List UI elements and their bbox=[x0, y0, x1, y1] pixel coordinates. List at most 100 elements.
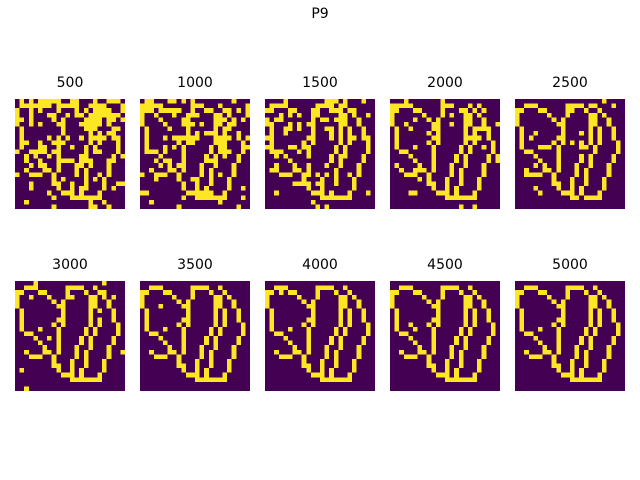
heatmap-cell bbox=[37, 149, 43, 154]
heatmap-cell bbox=[204, 131, 209, 136]
heatmap-cell bbox=[149, 349, 154, 355]
heatmap-cell bbox=[47, 99, 52, 104]
heatmap-cell bbox=[445, 372, 450, 378]
heatmap-cell bbox=[181, 186, 186, 191]
heatmap-cell bbox=[301, 144, 307, 150]
heatmap-cell bbox=[222, 195, 228, 200]
heatmap-cell bbox=[431, 303, 436, 309]
heatmap-cell bbox=[115, 326, 121, 332]
heatmap-cell bbox=[565, 285, 570, 291]
heatmap-cell bbox=[361, 154, 366, 159]
heatmap-image bbox=[515, 99, 625, 209]
heatmap-cell bbox=[240, 140, 246, 145]
heatmap-cell bbox=[51, 363, 57, 369]
heatmap-cell bbox=[403, 149, 409, 154]
heatmap-cell bbox=[412, 144, 418, 150]
heatmap-cell bbox=[172, 108, 177, 113]
heatmap-cell bbox=[463, 303, 468, 309]
heatmap-cell bbox=[606, 299, 612, 304]
heatmap-cell bbox=[347, 108, 353, 113]
heatmap-cell bbox=[74, 349, 80, 355]
heatmap-cell bbox=[606, 117, 612, 122]
heatmap-cell bbox=[324, 354, 330, 359]
heatmap-cell bbox=[403, 121, 409, 127]
heatmap-cell bbox=[463, 345, 468, 350]
heatmap-cell bbox=[533, 163, 538, 168]
heatmap-cell bbox=[33, 154, 38, 159]
heatmap-cell bbox=[403, 354, 409, 359]
heatmap-cell bbox=[24, 331, 29, 336]
heatmap-cell bbox=[338, 345, 343, 350]
heatmap-cell bbox=[274, 149, 279, 154]
heatmap-cell bbox=[297, 294, 302, 300]
heatmap-cell bbox=[347, 290, 353, 295]
heatmap-cell bbox=[199, 163, 205, 168]
heatmap-cell bbox=[352, 186, 357, 191]
heatmap-cell bbox=[217, 112, 223, 118]
heatmap-cell bbox=[347, 126, 353, 132]
heatmap-cell bbox=[240, 326, 246, 332]
heatmap-cell bbox=[153, 285, 159, 291]
heatmap-cell bbox=[588, 308, 593, 314]
heatmap-cell bbox=[361, 158, 366, 164]
heatmap-cell bbox=[33, 336, 38, 341]
heatmap-cell bbox=[347, 308, 353, 314]
heatmap-cell bbox=[37, 354, 43, 359]
heatmap-cell bbox=[102, 358, 107, 364]
heatmap-cell bbox=[426, 354, 432, 359]
heatmap-cell bbox=[556, 303, 561, 309]
heatmap-cell bbox=[97, 117, 103, 122]
heatmap-cell bbox=[333, 349, 339, 355]
heatmap-panel: 2000 bbox=[390, 75, 500, 209]
heatmap-cell bbox=[56, 158, 61, 164]
heatmap-cell bbox=[213, 135, 218, 141]
heatmap-cell bbox=[412, 108, 418, 113]
heatmap-cell bbox=[611, 135, 616, 141]
heatmap-cell bbox=[199, 354, 205, 359]
heatmap-cell bbox=[449, 121, 455, 127]
heatmap-cell bbox=[222, 372, 228, 378]
heatmap-cell bbox=[579, 377, 584, 382]
heatmap-cell bbox=[352, 363, 357, 369]
heatmap-cell bbox=[463, 377, 468, 382]
heatmap-cell bbox=[440, 99, 445, 104]
heatmap-cell bbox=[158, 108, 163, 113]
heatmap-cell bbox=[74, 99, 80, 104]
heatmap-cell bbox=[477, 294, 482, 300]
heatmap-cell bbox=[245, 103, 250, 109]
heatmap-cell bbox=[278, 149, 284, 154]
heatmap-cell bbox=[324, 99, 330, 104]
heatmap-cell bbox=[56, 99, 61, 104]
heatmap-cell bbox=[611, 340, 616, 346]
heatmap-cell bbox=[265, 144, 270, 150]
heatmap-cell bbox=[158, 336, 163, 341]
heatmap-cell bbox=[102, 181, 107, 187]
heatmap-cell bbox=[292, 163, 298, 168]
heatmap-cell bbox=[515, 121, 520, 127]
heatmap-image bbox=[390, 281, 500, 391]
heatmap-cell bbox=[528, 103, 534, 109]
panel-title: 2000 bbox=[427, 75, 463, 91]
heatmap-cell bbox=[167, 290, 173, 295]
heatmap-cell bbox=[458, 167, 464, 173]
heatmap-cell bbox=[556, 181, 561, 187]
heatmap-cell bbox=[158, 303, 163, 309]
heatmap-cell bbox=[28, 181, 34, 187]
heatmap-cell bbox=[181, 144, 186, 150]
heatmap-cell bbox=[181, 181, 186, 187]
heatmap-cell bbox=[217, 149, 223, 154]
heatmap-cell bbox=[333, 99, 339, 104]
heatmap-cell bbox=[324, 285, 330, 291]
heatmap-cell bbox=[51, 112, 57, 118]
heatmap-cell bbox=[615, 149, 621, 154]
heatmap-cell bbox=[278, 172, 284, 177]
heatmap-cell bbox=[597, 126, 603, 132]
heatmap-cell bbox=[592, 144, 598, 150]
heatmap-cell bbox=[185, 190, 191, 196]
heatmap-cell bbox=[537, 108, 543, 113]
heatmap-cell bbox=[97, 121, 103, 127]
heatmap-cell bbox=[19, 144, 25, 150]
heatmap-cell bbox=[431, 349, 436, 355]
heatmap-cell bbox=[408, 322, 413, 327]
heatmap-cell bbox=[537, 354, 543, 359]
